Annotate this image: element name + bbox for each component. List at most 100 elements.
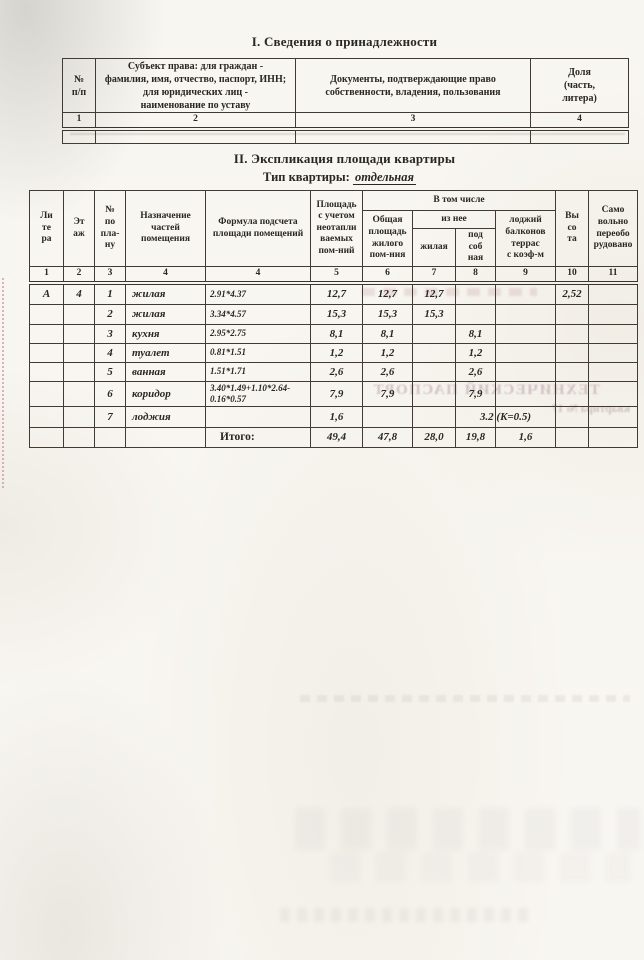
cell-height <box>555 380 589 407</box>
table-row: 7 лоджия 1,6 3.2 (K=0.5) <box>29 405 638 428</box>
cell-litera <box>29 380 64 407</box>
total-utility: 19,8 <box>455 426 496 448</box>
column-number: 4 <box>125 266 206 285</box>
cell-floor <box>63 361 95 382</box>
cell-living: 12,7 <box>412 282 456 305</box>
cell-utility: 7,9 <box>455 380 496 407</box>
ownership-header-row: № п/п Субъект права: для граждан - фамил… <box>62 58 629 113</box>
page-edge-perforation <box>2 278 4 488</box>
cell-remodeled <box>588 361 638 382</box>
cell-balcony <box>495 282 556 305</box>
total-living-area: 47,8 <box>362 426 413 448</box>
cell-plan-number: 5 <box>94 361 126 382</box>
cell-height <box>555 342 589 363</box>
cell-living-area-total: 2,6 <box>362 361 413 382</box>
total-balcony: 1,6 <box>495 426 556 448</box>
cell-floor <box>63 380 95 407</box>
cell-remodeled <box>588 342 638 363</box>
cell-litera: А <box>29 282 64 305</box>
cell-living <box>412 342 456 363</box>
column-number: 1 <box>62 112 96 131</box>
cell-formula <box>205 405 311 428</box>
cell-remodeled <box>588 282 638 305</box>
empty-cell <box>95 128 296 144</box>
column-number: 2 <box>95 112 296 131</box>
cell-plan-number: 4 <box>94 342 126 363</box>
ownership-table: № п/п Субъект права: для граждан - фамил… <box>62 58 629 144</box>
cell-utility: 2,6 <box>455 361 496 382</box>
header-documents: Документы, подтверждающие право собствен… <box>295 58 531 113</box>
cell-living-area-total: 12,7 <box>362 282 413 305</box>
cell-purpose: ванная <box>125 361 206 382</box>
cell-purpose: коридор <box>125 380 206 407</box>
column-number: 5 <box>310 266 363 285</box>
cell-living-area-total: 7,9 <box>362 380 413 407</box>
cell-remodeled <box>588 380 638 407</box>
cell-area-total: 8,1 <box>310 323 363 344</box>
cell-purpose: кухня <box>125 323 206 344</box>
empty-cell <box>94 426 126 448</box>
header-of-it: из нее <box>412 210 496 229</box>
bleed-through-smudge <box>300 695 630 702</box>
empty-cell <box>29 426 64 448</box>
header-plan-number: № по пла- ну <box>94 190 126 267</box>
explication-table: Ли те ра Эт аж № по пла- ну Назначение ч… <box>29 190 638 448</box>
cell-formula: 3.34*4.57 <box>205 303 311 325</box>
cell-formula: 3.40*1.49+1.10*2.64-0.16*0.57 <box>205 380 311 407</box>
explication-header-row-3: жилая под соб ная <box>30 228 638 267</box>
cell-area-total: 2,6 <box>310 361 363 382</box>
column-number: 7 <box>412 266 456 285</box>
totals-label: Итого: <box>205 426 311 448</box>
column-number: 8 <box>455 266 496 285</box>
cell-utility: 8,1 <box>455 323 496 344</box>
column-number: 10 <box>555 266 589 285</box>
cell-litera <box>29 405 64 428</box>
cell-living: 15,3 <box>412 303 456 325</box>
header-living: жилая <box>412 228 456 267</box>
cell-plan-number: 7 <box>94 405 126 428</box>
cell-utility: 1,2 <box>455 342 496 363</box>
section2-title: II. Экспликация площади квартиры <box>233 151 456 166</box>
cell-formula: 0.81*1.51 <box>205 342 311 363</box>
cell-living-area-total: 8,1 <box>362 323 413 344</box>
cell-plan-number: 2 <box>94 303 126 325</box>
explication-header-row-2: Общая площадь жилого пом-ния из нее лодж… <box>30 210 638 267</box>
apartment-type-label: Тип квартиры: <box>263 170 350 184</box>
cell-formula: 2.91*4.37 <box>205 282 311 305</box>
header-litera: Ли те ра <box>29 190 64 267</box>
explication-column-numbers-row: 1 2 3 4 4 5 6 7 8 9 10 11 <box>29 266 638 285</box>
cell-floor: 4 <box>63 282 95 305</box>
totals-row: Итого: 49,4 47,8 28,0 19,8 1,6 <box>29 426 638 448</box>
apartment-type-value: отдельная <box>352 170 416 185</box>
cell-utility <box>455 303 496 325</box>
header-area-total: Площадь с учетом неотапли ваемых пом-ний <box>310 190 363 267</box>
column-number: 9 <box>495 266 556 285</box>
header-height: Вы со та <box>555 190 589 267</box>
cell-area-total: 1,6 <box>310 405 363 428</box>
cell-living-area-total: 1,2 <box>362 342 413 363</box>
cell-formula: 1.51*1.71 <box>205 361 311 382</box>
header-formula: Формула подсчета площади помещений <box>205 190 311 267</box>
column-number: 11 <box>588 266 638 285</box>
header-balcony: лоджий балконов террас с коэф-м <box>495 210 556 267</box>
cell-remodeled <box>588 323 638 344</box>
cell-litera <box>29 303 64 325</box>
empty-cell <box>125 426 206 448</box>
cell-plan-number: 6 <box>94 380 126 407</box>
empty-cell <box>295 128 531 144</box>
cell-height <box>555 405 589 428</box>
header-share: Доля (часть, литера) <box>530 58 629 113</box>
cell-purpose: жилая <box>125 282 206 305</box>
cell-floor <box>63 405 95 428</box>
table-row: 3 кухня 2.95*2.75 8,1 8,1 8,1 <box>29 323 638 344</box>
total-area: 49,4 <box>310 426 363 448</box>
column-number: 6 <box>362 266 413 285</box>
empty-cell <box>588 426 638 448</box>
total-living: 28,0 <box>412 426 456 448</box>
header-including: В том числе <box>362 190 556 211</box>
apartment-type-line: Тип квартиры: отдельная <box>0 170 644 185</box>
column-number: 1 <box>29 266 64 285</box>
table-row: 5 ванная 1.51*1.71 2,6 2,6 2,6 <box>29 361 638 382</box>
header-row-number: № п/п <box>62 58 96 113</box>
